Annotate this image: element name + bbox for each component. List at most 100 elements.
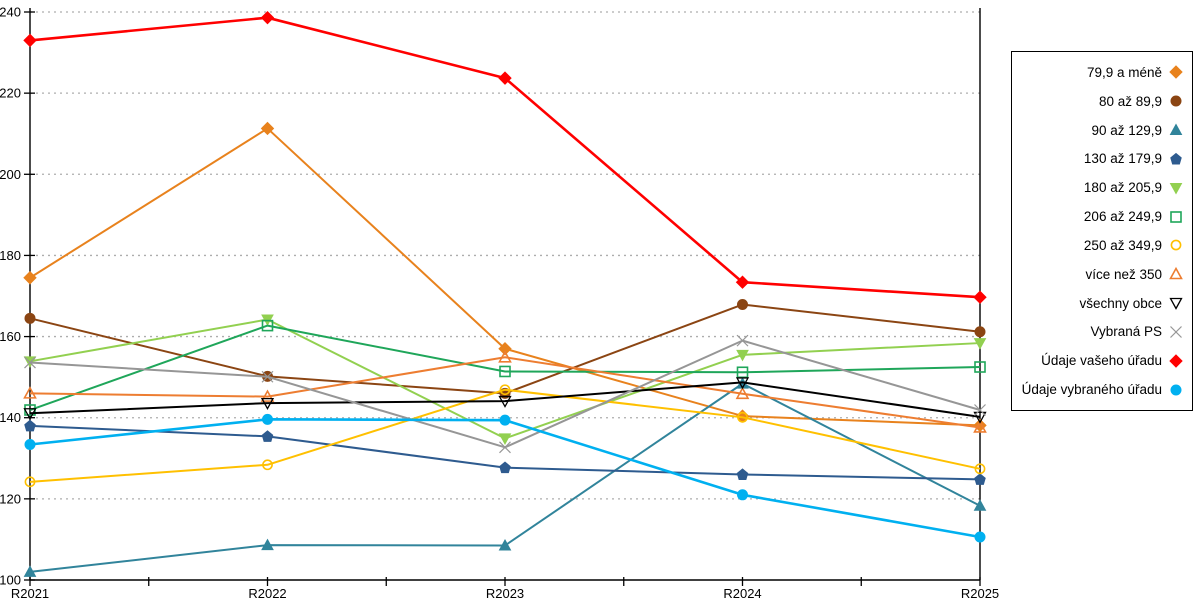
data-point-marker-11: [24, 438, 36, 450]
legend-item-10[interactable]: Údaje vašeho úřadu: [1018, 347, 1184, 375]
data-point-marker-10: [973, 290, 987, 304]
data-point-marker-5: [261, 319, 274, 332]
series-line-6: [29, 388, 981, 483]
circle-marker-icon: [1170, 95, 1182, 107]
data-point-marker-1: [24, 312, 36, 324]
legend-item-1[interactable]: 80 až 89,9: [1018, 87, 1184, 115]
triangle-up-marker-glyph: [1169, 267, 1183, 280]
triangle-up-marker-glyph: [1169, 123, 1183, 136]
data-point-marker-6: [24, 476, 36, 488]
legend-item-6[interactable]: 250 až 349,9: [1018, 231, 1184, 259]
diamond-marker-glyph: [1169, 353, 1183, 368]
legend-item-label: více než 350: [1085, 266, 1162, 282]
y-axis-label: 180: [0, 248, 21, 263]
data-point-marker-7: [260, 389, 275, 402]
data-point-marker-3: [974, 473, 986, 485]
data-point-marker-7: [973, 420, 987, 433]
data-point-marker-9: [261, 370, 274, 383]
y-axis-label: 240: [0, 5, 21, 20]
x-marker-glyph: [1170, 325, 1182, 338]
data-point-marker-8: [973, 411, 987, 424]
data-point-marker-0: [498, 342, 512, 356]
circle-marker-glyph: [1170, 384, 1182, 396]
data-point-marker-10: [498, 71, 512, 85]
legend-item-7[interactable]: více než 350: [1018, 260, 1184, 288]
triangle-down-marker-glyph: [1169, 182, 1183, 195]
data-point-marker-3: [499, 461, 511, 474]
series-line-7: [29, 356, 981, 429]
data-point-marker-9: [974, 404, 986, 416]
square-marker-icon: [1170, 210, 1182, 223]
y-axis-label: 100: [0, 573, 21, 588]
data-point-marker-9: [24, 356, 36, 369]
legend-item-3[interactable]: 130 až 179,9: [1018, 145, 1184, 173]
data-point-marker-8: [260, 397, 275, 410]
legend-item-4[interactable]: 180 až 205,9: [1018, 174, 1184, 202]
legend-item-5[interactable]: 206 až 249,9: [1018, 203, 1184, 231]
data-point-marker-0: [260, 121, 275, 136]
data-point-marker-8: [23, 408, 37, 421]
series-line-5: [29, 324, 981, 411]
data-point-marker-7: [498, 350, 512, 363]
circle-marker-icon: [1170, 239, 1182, 251]
data-point-marker-9: [736, 334, 749, 347]
data-point-marker-6: [974, 463, 986, 475]
data-point-marker-10: [260, 10, 275, 25]
pentagon-marker-icon: [1170, 152, 1182, 165]
data-point-marker-5: [499, 365, 511, 378]
legend-item-label: 79,9 a méně: [1086, 64, 1162, 80]
circle-marker-glyph: [1170, 95, 1182, 107]
data-point-marker-7: [23, 386, 37, 399]
legend-item-8[interactable]: všechny obce: [1018, 289, 1184, 317]
legend-item-label: Údaje vašeho úřadu: [1041, 353, 1162, 369]
legend-item-9[interactable]: Vybraná PS: [1018, 318, 1184, 346]
data-point-marker-6: [737, 411, 748, 423]
data-point-marker-7: [735, 386, 750, 400]
x-axis-label: R2025: [961, 586, 999, 600]
data-point-marker-1: [974, 326, 986, 338]
data-point-marker-2: [261, 538, 274, 551]
diamond-marker-icon: [1169, 353, 1183, 368]
data-point-marker-8: [498, 395, 512, 408]
data-point-marker-11: [499, 414, 511, 426]
legend-item-label: 250 až 349,9: [1083, 237, 1162, 253]
triangle-down-marker-glyph: [1169, 297, 1183, 310]
data-point-marker-8: [735, 377, 750, 390]
y-axis-label: 160: [0, 329, 21, 344]
legend-item-label: 80 až 89,9: [1098, 93, 1162, 109]
y-axis-label: 140: [0, 410, 21, 425]
data-point-marker-9: [499, 441, 511, 454]
series-line-0: [29, 127, 981, 427]
pentagon-marker-glyph: [1170, 152, 1182, 165]
data-point-marker-10: [23, 33, 37, 48]
y-axis-label: 120: [0, 491, 21, 506]
legend-item-label: 180 až 205,9: [1083, 180, 1162, 196]
x-axis-label: R2021: [11, 586, 49, 600]
y-axis-label: 200: [0, 167, 21, 182]
legend-item-label: 206 až 249,9: [1083, 209, 1162, 225]
data-point-marker-4: [973, 338, 987, 350]
data-point-marker-6: [499, 384, 511, 396]
triangle-up-marker-icon: [1169, 267, 1183, 280]
data-point-marker-1: [737, 299, 748, 311]
data-point-marker-3: [24, 419, 36, 432]
x-axis-label: R2023: [486, 586, 524, 600]
legend-item-0[interactable]: 79,9 a méně: [1018, 58, 1184, 86]
legend-item-11[interactable]: Údaje vybraného úřadu: [1018, 376, 1184, 404]
y-axis-label: 220: [0, 86, 21, 101]
legend-item-label: všechny obce: [1079, 295, 1162, 311]
data-point-marker-11: [262, 413, 273, 425]
legend-item-2[interactable]: 90 až 129,9: [1018, 116, 1184, 144]
chart-legend: 79,9 a méně 80 až 89,9 90 až 129,9 130 až 1…: [1011, 51, 1193, 411]
data-point-marker-4: [736, 349, 749, 362]
data-point-marker-3: [736, 468, 749, 481]
legend-item-label: Údaje vybraného úřadu: [1021, 382, 1162, 398]
data-point-marker-0: [23, 271, 37, 285]
data-point-marker-2: [498, 538, 512, 551]
diamond-marker-glyph: [1169, 65, 1183, 80]
x-axis-label: R2024: [723, 586, 761, 600]
circle-marker-icon: [1170, 384, 1182, 396]
data-point-marker-11: [974, 531, 986, 543]
